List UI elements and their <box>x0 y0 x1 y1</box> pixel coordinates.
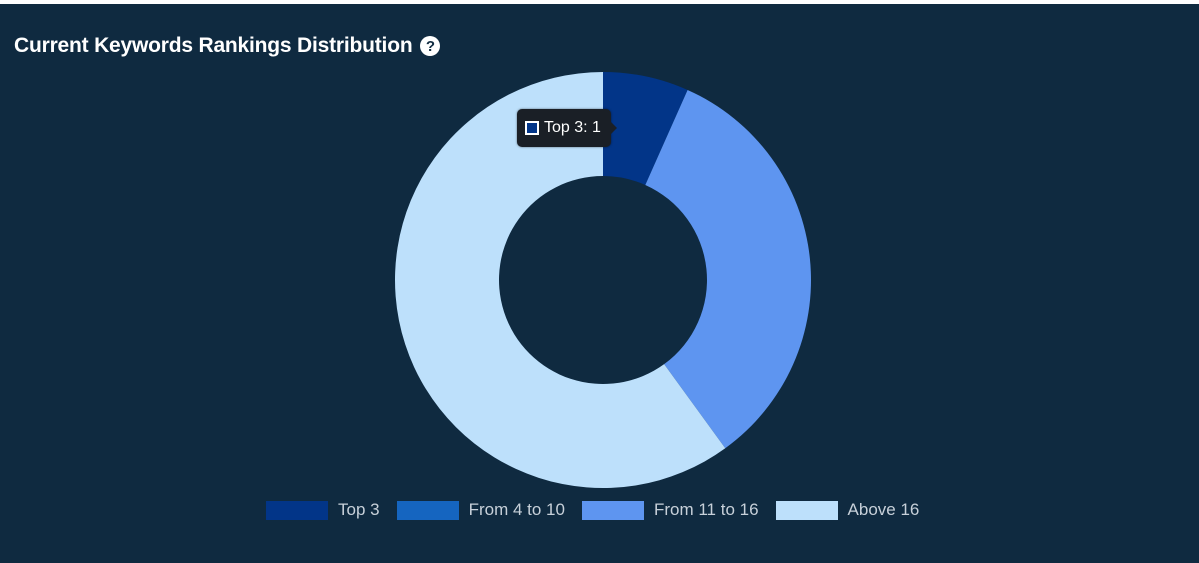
tooltip-text: Top 3: 1 <box>544 119 601 136</box>
legend-swatch <box>581 500 644 520</box>
legend-item[interactable]: From 11 to 16 <box>581 500 759 520</box>
donut-chart <box>394 72 811 489</box>
legend-item[interactable]: From 4 to 10 <box>396 500 565 520</box>
chart-title: Current Keywords Rankings Distribution <box>14 34 413 57</box>
chart-legend: Top 3 From 4 to 10 From 11 to 16 Above 16 <box>266 500 936 520</box>
tooltip-swatch <box>525 121 539 135</box>
donut-slice-from-11-to-16[interactable] <box>645 89 811 449</box>
legend-label: From 11 to 16 <box>653 500 759 519</box>
question-circle-icon[interactable]: ? <box>420 36 441 56</box>
chart-panel: Current Keywords Rankings Distribution ?… <box>0 4 1199 563</box>
chart-header: Current Keywords Rankings Distribution ? <box>14 34 441 58</box>
legend-label: From 4 to 10 <box>468 500 565 519</box>
legend-item[interactable]: Above 16 <box>775 500 920 520</box>
legend-swatch <box>396 500 459 520</box>
chart-tooltip: Top 3: 1 <box>517 109 617 147</box>
legend-label: Above 16 <box>847 500 920 519</box>
donut-slice-above-16[interactable] <box>394 72 726 489</box>
legend-item[interactable]: Top 3 <box>266 500 380 520</box>
legend-label: Top 3 <box>338 500 380 519</box>
legend-swatch <box>266 500 328 520</box>
donut-slice-top-3[interactable] <box>603 72 688 185</box>
legend-swatch <box>775 500 838 520</box>
